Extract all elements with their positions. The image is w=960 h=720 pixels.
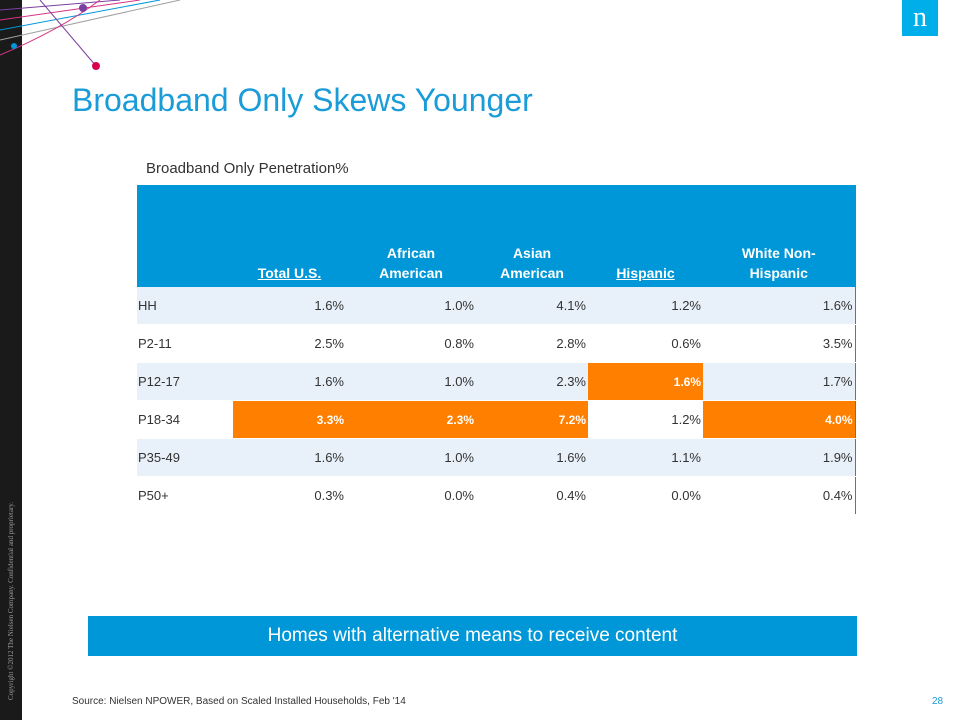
row-label: P2-11 [137,324,233,363]
table-cell: 1.6% [588,362,703,401]
table-cell: 2.5% [233,324,346,363]
row-label: HH [137,287,233,325]
table-cell: 4.0% [703,400,855,439]
table-cell: 1.9% [703,438,855,477]
table-row: P50+ 0.3% 0.0% 0.4% 0.0% 0.4% [137,476,855,515]
table-cell: 1.6% [233,438,346,477]
page-number: 28 [932,696,944,707]
table-cell: 0.0% [588,476,703,515]
table-cell: 1.6% [476,438,588,477]
table-cell: 3.3% [233,400,346,439]
table-header-row: Total U.S. African American Asian Americ… [137,185,855,287]
table-row: HH 1.6% 1.0% 4.1% 1.2% 1.6% [137,287,855,325]
table-cell: 1.6% [233,287,346,325]
table-cell: 1.0% [346,438,476,477]
table-cell: 0.3% [233,476,346,515]
table-cell: 0.4% [476,476,588,515]
table-cell: 1.2% [588,400,703,439]
table-row: P18-34 3.3% 2.3% 7.2% 1.2% 4.0% [137,400,855,439]
table-cell: 1.7% [703,362,855,401]
header-white-non-hispanic: White Non-Hispanic [703,185,855,287]
table-cell: 3.5% [703,324,855,363]
header-african-american: African American [346,185,476,287]
header-cell-empty [137,185,233,287]
header-white-non-hispanic-text: White Non-Hispanic [741,245,816,281]
header-asian-american: Asian American [476,185,588,287]
source-note: Source: Nielsen NPOWER, Based on Scaled … [72,696,406,707]
table-cell: 1.0% [346,362,476,401]
header-african-american-text: African American [379,245,443,281]
table-subtitle: Broadband Only Penetration% [146,160,349,177]
table-cell: 2.3% [476,362,588,401]
header-hispanic: Hispanic [588,185,703,287]
table-row: P35-49 1.6% 1.0% 1.6% 1.1% 1.9% [137,438,855,477]
table-cell: 2.3% [346,400,476,439]
table-cell: 1.1% [588,438,703,477]
table-cell: 1.6% [703,287,855,325]
table-cell: 4.1% [476,287,588,325]
callout-banner: Homes with alternative means to receive … [88,616,857,656]
table-cell: 0.8% [346,324,476,363]
page-title: Broadband Only Skews Younger [72,82,533,118]
table-cell: 1.2% [588,287,703,325]
table-cell: 1.0% [346,287,476,325]
table-cell: 1.6% [233,362,346,401]
row-label: P35-49 [137,438,233,477]
header-total-us: Total U.S. [233,185,346,287]
row-label: P18-34 [137,400,233,439]
table-cell: 0.4% [703,476,855,515]
row-label: P12-17 [137,362,233,401]
table-row: P12-17 1.6% 1.0% 2.3% 1.6% 1.7% [137,362,855,401]
table-cell: 7.2% [476,400,588,439]
decorative-lines-graphic [0,0,181,70]
nielsen-logo: n [902,0,938,36]
header-asian-american-text: Asian American [500,245,564,281]
copyright-notice: Copyright ©2012 The Nielsen Company. Con… [7,501,15,700]
row-label: P50+ [137,476,233,515]
table-cell: 2.8% [476,324,588,363]
table-cell: 0.0% [346,476,476,515]
table-row: P2-11 2.5% 0.8% 2.8% 0.6% 3.5% [137,324,855,363]
table-cell: 0.6% [588,324,703,363]
left-sidebar-bar [0,0,22,720]
penetration-table: Total U.S. African American Asian Americ… [137,185,856,515]
